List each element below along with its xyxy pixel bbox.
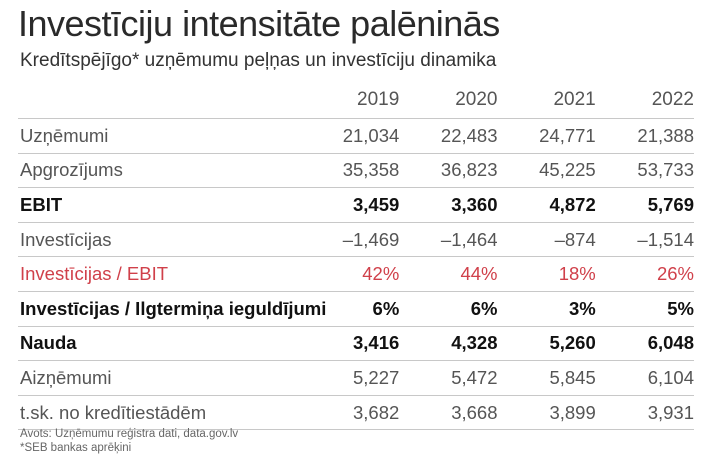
table-row: Investīcijas / EBIT 42% 44% 18% 26% [18,256,694,292]
value-cell: 5,769 [647,193,694,215]
row-label: Nauda [20,332,77,354]
value-cell: –874 [554,228,596,250]
value-cell: 53,733 [637,159,694,181]
year-header: 2019 [357,89,400,110]
value-cell: 6% [372,297,400,319]
value-cell: 3,459 [353,193,400,215]
value-cell: 24,771 [539,124,596,146]
row-label: Investīcijas / Ilgtermiņa ieguldījumi [20,297,327,319]
value-cell: 35,358 [342,159,400,181]
row-label: Aizņēmumi [20,366,112,388]
table-body: Uzņēmumi 21,034 22,483 24,771 21,388 Apgrozīj… [18,118,694,430]
table-row: Investīcijas / Ilgtermiņa ieguldījumi 6% 6… [18,291,694,326]
row-label: Investīcijas / EBIT [20,263,169,285]
table-row: Apgrozījums 35,358 36,823 45,225 53,733 [18,153,694,188]
value-cell: 3,360 [451,193,498,215]
value-cell: 3% [568,297,596,319]
value-cell: 21,034 [342,124,400,146]
value-cell: 3,416 [353,332,400,354]
header-label-cell [18,82,339,119]
value-cell: 44% [460,263,498,285]
value-cell: 3,668 [451,401,498,423]
value-cell: –1,514 [637,228,694,250]
row-label: t.sk. no kredītiestādēm [20,401,207,423]
footnote: *SEB bankas aprēķini [20,442,132,454]
value-cell: 5,227 [353,366,400,388]
table-row: Uzņēmumi 21,034 22,483 24,771 21,388 [18,118,694,154]
table-row: EBIT 3,459 3,360 4,872 5,769 [18,187,694,223]
chart-subtitle: Kredītspējīgo* uzņēmumu peļņas un invest… [20,50,497,71]
value-cell: 45,225 [539,159,596,181]
value-cell: 36,823 [440,159,498,181]
row-label: Investīcijas [20,228,112,250]
value-cell: 5,845 [549,366,596,388]
header-row: 2019 2020 2021 2022 [18,82,694,119]
data-table: 2019 2020 2021 2022 Uzņēmumi 21,034 22,483… [18,82,694,430]
value-cell: 6,104 [647,366,694,388]
value-cell: 3,931 [647,401,694,423]
value-cell: 22,483 [440,124,498,146]
value-cell: –1,464 [440,228,498,250]
value-cell: 5,472 [451,366,498,388]
value-cell: 21,388 [637,124,694,146]
value-cell: 18% [558,263,596,285]
table-row: Nauda 3,416 4,328 5,260 6,048 [18,326,694,361]
chart-title: Investīciju intensitāte palēninās [18,3,500,44]
value-cell: 5,260 [549,332,596,354]
value-cell: 6% [470,297,498,319]
source-note: Avots: Uzņēmumu reģistra dati, data.gov.… [20,428,239,440]
year-header: 2022 [651,89,694,110]
value-cell: 26% [656,263,694,285]
table-row: Aizņēmumi 5,227 5,472 5,845 6,104 [18,360,694,396]
value-cell: –1,469 [342,228,400,250]
row-label: Uzņēmumi [20,124,109,146]
value-cell: 5% [667,297,694,319]
year-header: 2021 [553,89,596,110]
value-cell: 4,872 [549,193,596,215]
value-cell: 3,899 [549,401,596,423]
value-cell: 3,682 [353,401,400,423]
table-row: t.sk. no kredītiestādēm 3,682 3,668 3,899 3,… [18,395,694,430]
value-cell: 42% [362,263,400,285]
value-cell: 6,048 [647,332,694,354]
row-label: EBIT [20,193,63,215]
value-cell: 4,328 [451,332,498,354]
row-label: Apgrozījums [20,159,123,181]
table-row: Investīcijas –1,469 –1,464 –874 –1,514 [18,222,694,257]
year-header: 2020 [455,89,498,110]
